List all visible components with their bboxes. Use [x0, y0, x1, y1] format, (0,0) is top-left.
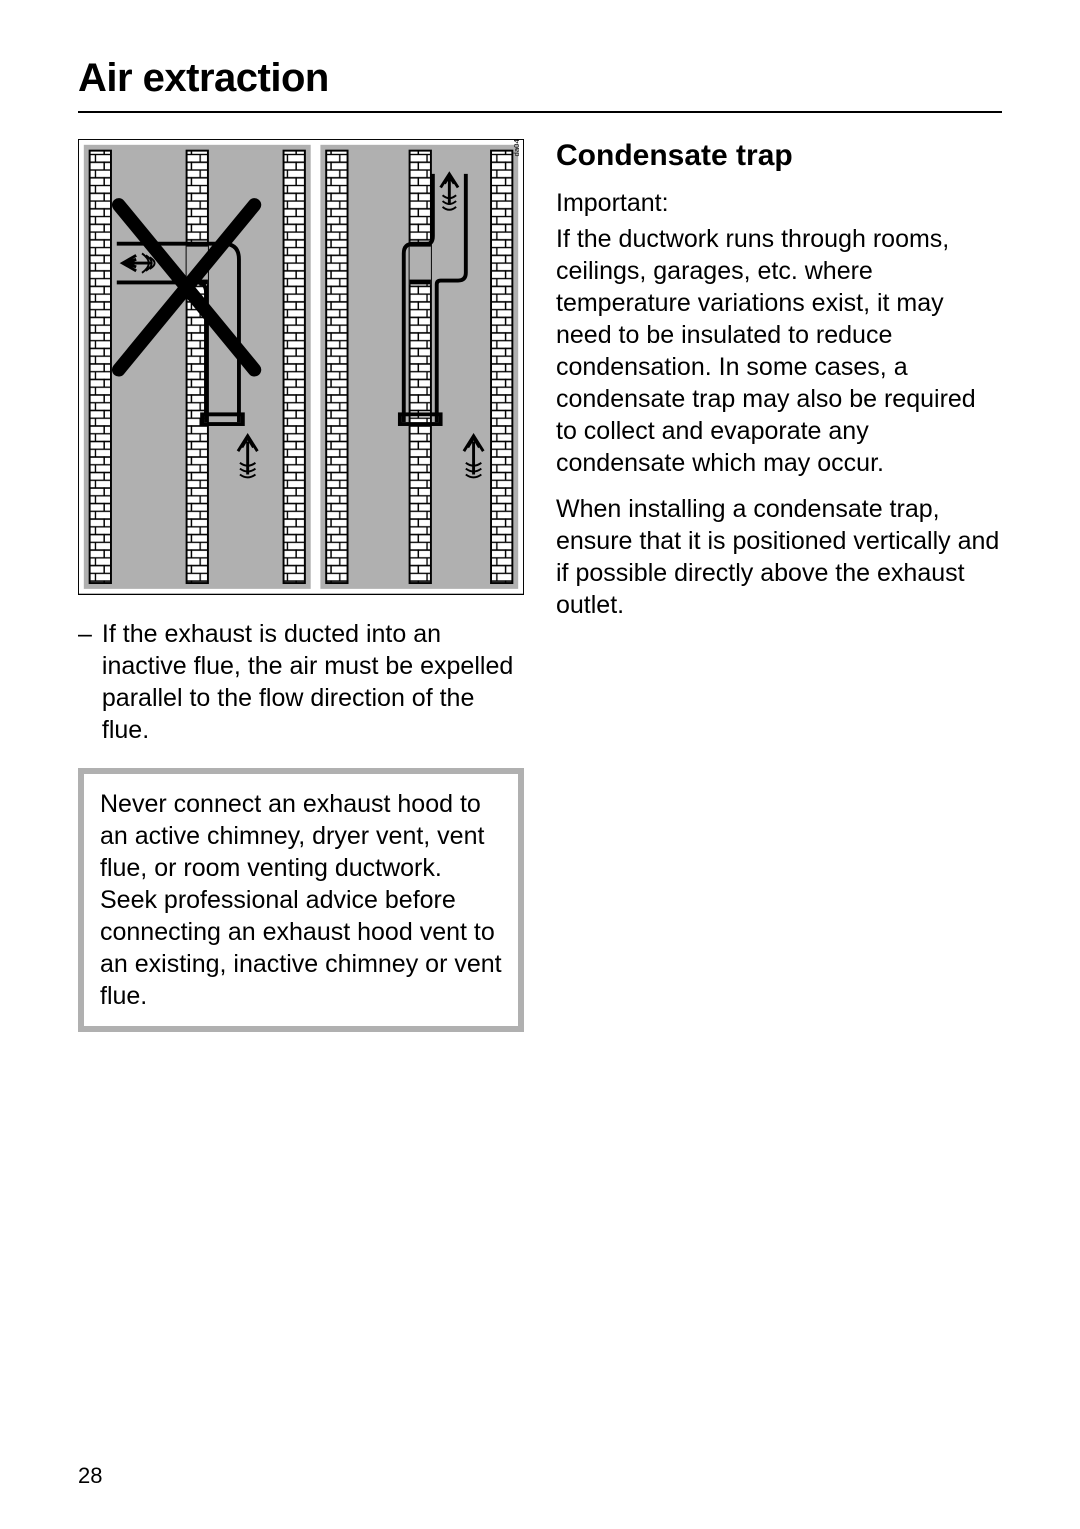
two-column-layout: da04060 – If the exhaust is ducted into … — [78, 139, 1002, 1032]
bullet-dash: – — [78, 618, 92, 746]
warning-text: Never connect an exhaust hood to an acti… — [100, 788, 502, 1012]
document-page: Air extraction — [0, 0, 1080, 1529]
bullet-item: – If the exhaust is ducted into an inact… — [78, 618, 524, 746]
diagram-code: da04060 — [512, 139, 521, 156]
bullet-text: If the exhaust is ducted into an inactiv… — [102, 618, 524, 746]
left-column: da04060 – If the exhaust is ducted into … — [78, 139, 524, 1032]
right-column: Condensate trap Important: If the ductwo… — [556, 139, 1002, 1032]
warning-callout: Never connect an exhaust hood to an acti… — [78, 768, 524, 1032]
paragraph-2: When installing a condensate trap, ensur… — [556, 493, 1002, 621]
flue-diagram-svg: da04060 — [78, 139, 524, 595]
page-title: Air extraction — [78, 56, 1002, 101]
flue-diagram: da04060 — [78, 139, 524, 600]
important-label: Important: — [556, 187, 1002, 219]
title-rule — [78, 111, 1002, 113]
page-number: 28 — [78, 1463, 102, 1489]
section-heading: Condensate trap — [556, 139, 1002, 173]
paragraph-1: If the ductwork runs through rooms, ceil… — [556, 223, 1002, 479]
